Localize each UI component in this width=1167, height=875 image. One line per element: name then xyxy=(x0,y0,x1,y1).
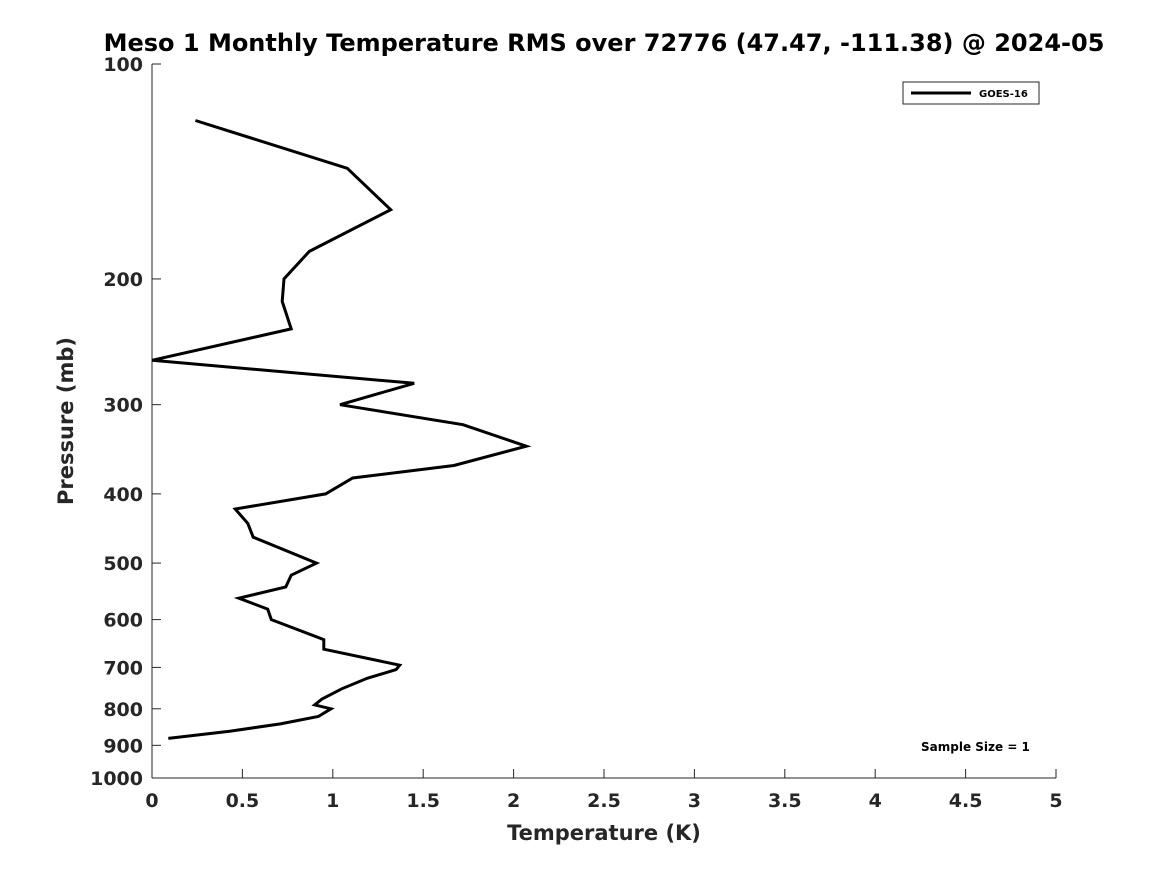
y-axis-ticks: 100 200 300 400 500 600 700 800 900 1000 xyxy=(90,54,161,790)
y-tick-label: 900 xyxy=(103,735,143,757)
x-tick-label: 3 xyxy=(688,790,701,812)
series-line-goes-16 xyxy=(151,119,532,740)
y-tick-label: 200 xyxy=(103,269,143,291)
y-tick-label: 500 xyxy=(103,553,143,575)
y-axis-label: Pressure (mb) xyxy=(54,337,78,505)
sample-size-annotation: Sample Size = 1 xyxy=(921,740,1030,754)
y-tick-label: 600 xyxy=(103,610,143,632)
series-layer xyxy=(151,119,532,740)
plot-background xyxy=(152,64,1056,778)
chart-title: Meso 1 Monthly Temperature RMS over 7277… xyxy=(104,29,1105,57)
x-tick-label: 2.5 xyxy=(587,790,621,812)
y-tick-label: 700 xyxy=(103,657,143,679)
x-axis-ticks: 0 0.5 1 1.5 2 2.5 3 3.5 4 4.5 5 xyxy=(145,769,1063,812)
plot-area: 0 0.5 1 1.5 2 2.5 3 3.5 4 4.5 5 100 200 300 400 500 600… xyxy=(90,54,1063,812)
y-tick-label: 300 xyxy=(103,395,143,417)
x-axis-label: Temperature (K) xyxy=(507,821,701,845)
x-tick-label: 4.5 xyxy=(949,790,983,812)
y-tick-label: 800 xyxy=(103,699,143,721)
y-tick-label: 400 xyxy=(103,484,143,506)
y-tick-label: 100 xyxy=(103,54,143,76)
x-tick-label: 5 xyxy=(1049,790,1062,812)
x-tick-label: 1 xyxy=(326,790,339,812)
legend-entry-label: GOES-16 xyxy=(979,89,1028,100)
x-tick-label: 2 xyxy=(507,790,520,812)
x-tick-label: 3.5 xyxy=(768,790,802,812)
x-tick-label: 0 xyxy=(145,790,158,812)
x-tick-label: 1.5 xyxy=(406,790,440,812)
x-tick-label: 0.5 xyxy=(226,790,260,812)
legend: GOES-16 xyxy=(902,81,1040,105)
x-tick-label: 4 xyxy=(869,790,882,812)
y-tick-label: 1000 xyxy=(90,768,143,790)
